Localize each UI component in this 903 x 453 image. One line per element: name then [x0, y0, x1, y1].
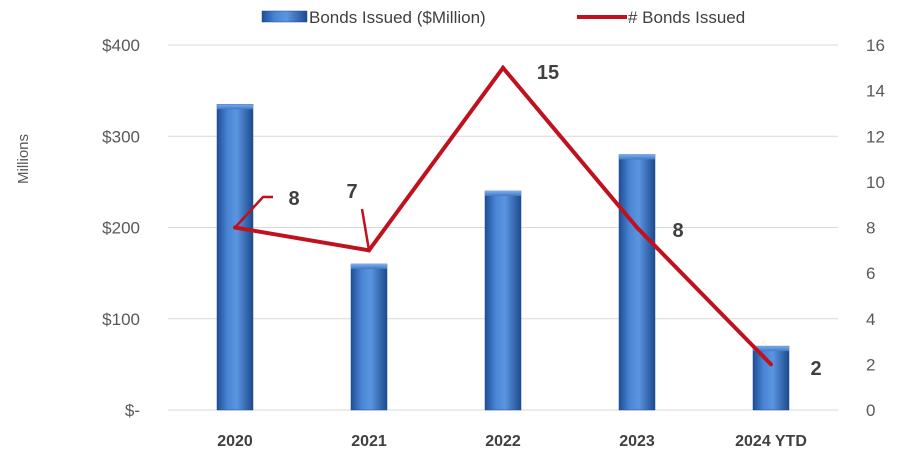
left-tick-label: $100	[102, 310, 140, 329]
right-tick-label: 4	[866, 310, 875, 329]
bar-series	[216, 104, 790, 411]
line-data-label: 7	[346, 181, 357, 203]
left-tick-label: $300	[102, 127, 140, 146]
leader-line	[234, 195, 273, 229]
left-axis-title: Millions	[15, 134, 32, 184]
bar	[216, 104, 254, 411]
line-data-labels: 8 7 15 8 2	[234, 62, 822, 380]
right-tick-label: 16	[866, 36, 885, 55]
category-label: 2021	[351, 433, 387, 450]
legend-label-bar: Bonds Issued ($Million)	[309, 8, 486, 27]
right-tick-label: 6	[866, 264, 875, 283]
left-tick-label: $-	[125, 401, 140, 420]
bar-cap	[351, 264, 387, 269]
line-data-label: 15	[537, 62, 559, 84]
line-point	[635, 225, 639, 230]
legend-swatch-bar	[261, 10, 308, 23]
line-series	[233, 64, 773, 367]
bar	[752, 345, 790, 411]
right-tick-label: 2	[866, 355, 875, 374]
category-axis: 2020 2021 2022 2023 2024 YTD	[217, 433, 807, 450]
line-data-label: 2	[810, 358, 821, 380]
right-tick-label: 14	[866, 82, 885, 101]
category-label: 2022	[485, 433, 521, 450]
right-tick-label: 10	[866, 173, 885, 192]
line-data-label: 8	[288, 188, 299, 210]
line-point	[501, 65, 505, 70]
leader-line	[360, 208, 371, 251]
bar	[618, 154, 656, 411]
left-tick-label: $400	[102, 36, 140, 55]
bar	[350, 263, 388, 411]
right-tick-label: 0	[866, 401, 875, 420]
line-point	[769, 362, 773, 367]
right-axis: 0 2 4 6 8 10 12 14 16	[866, 36, 885, 420]
category-label: 2023	[619, 433, 655, 450]
category-label: 2024 YTD	[735, 433, 807, 450]
bar-cap	[217, 104, 253, 110]
legend-label-line: # Bonds Issued	[628, 8, 745, 27]
line-data-label: 8	[672, 220, 683, 242]
right-tick-label: 12	[866, 127, 885, 146]
left-axis: $- $100 $200 $300 $400	[102, 36, 140, 420]
right-tick-label: 8	[866, 219, 875, 238]
bar	[484, 190, 522, 411]
legend: Bonds Issued ($Million) # Bonds Issued	[261, 8, 745, 27]
bar-cap	[619, 154, 655, 160]
left-tick-label: $200	[102, 219, 140, 238]
bar-cap	[485, 191, 521, 196]
bar-cap	[753, 346, 789, 352]
category-label: 2020	[217, 433, 253, 450]
